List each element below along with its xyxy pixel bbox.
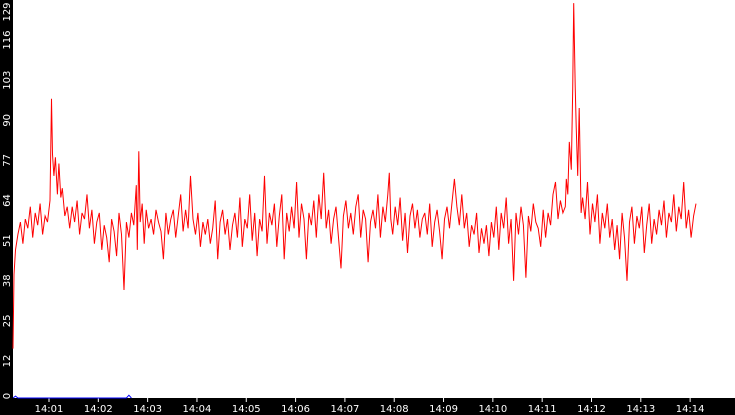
x-tick-label: 14:10	[478, 404, 507, 415]
x-tick-label: 14:07	[330, 404, 359, 415]
x-axis-ticks: 14:01 14:02 14:03 14:04 14:05 14:06 14:07 14:08…	[35, 398, 705, 415]
x-tick-label: 14:02	[84, 404, 113, 415]
x-tick-label: 14:12	[577, 404, 606, 415]
x-tick-label: 14:05	[232, 404, 261, 415]
x-tick-label: 14:11	[528, 404, 557, 415]
y-tick-label: 129	[2, 2, 13, 21]
x-tick-label: 14:03	[133, 404, 162, 415]
y-tick-label: 116	[2, 31, 13, 50]
x-tick-label: 14:06	[281, 404, 310, 415]
y-tick-label: 103	[2, 71, 13, 90]
y-tick-label: 64	[2, 194, 13, 207]
y-tick-label: 0	[2, 393, 13, 399]
y-tick-label: 51	[2, 234, 13, 247]
x-tick-label: 14:13	[626, 404, 655, 415]
x-tick-label: 14:08	[380, 404, 409, 415]
y-axis-band	[0, 0, 13, 398]
x-tick-label: 14:09	[429, 404, 458, 415]
x-axis-band	[0, 398, 735, 415]
series-group	[12, 3, 697, 399]
y-axis-ticks: 0 12 25 38 51 64 77 90 103 116 129	[2, 2, 13, 399]
y-tick-label: 90	[2, 114, 13, 127]
y-tick-label: 77	[2, 154, 13, 167]
series-line-blue	[12, 394, 132, 399]
y-tick-label: 12	[2, 355, 13, 368]
y-tick-label: 38	[2, 274, 13, 287]
series-line-red	[12, 3, 697, 349]
x-tick-label: 14:04	[183, 404, 212, 415]
y-tick-label: 25	[2, 315, 13, 328]
x-tick-label: 14:14	[676, 404, 705, 415]
x-tick-label: 14:01	[35, 404, 64, 415]
